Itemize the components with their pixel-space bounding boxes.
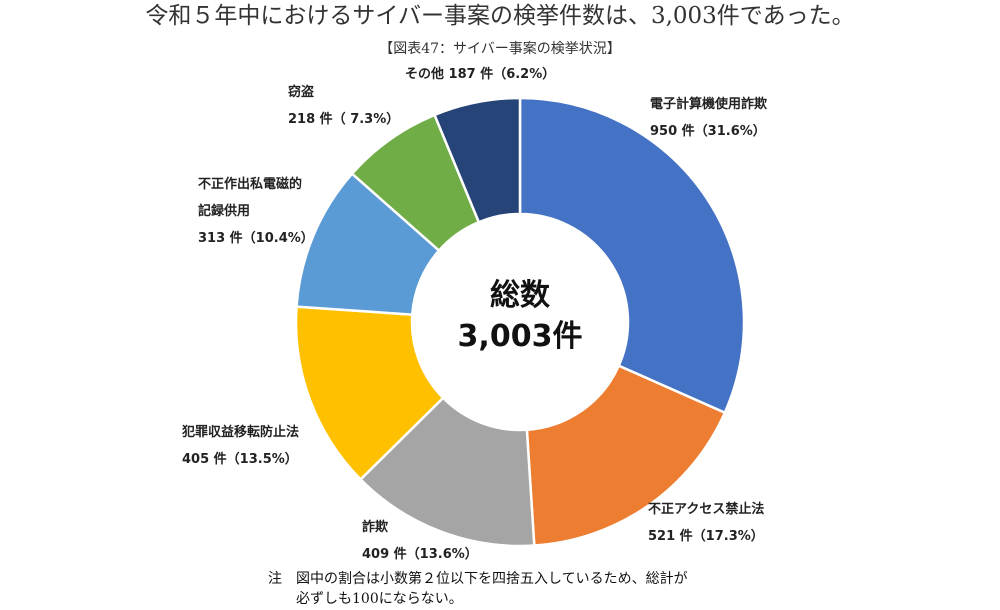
slice-label-3-value: 409 件（13.6%） — [362, 546, 478, 562]
slice-label-2-value: 521 件（17.3%） — [648, 528, 764, 544]
slice-1 — [518, 96, 746, 415]
slice-label-6-value: 218 件（ 7.3%） — [288, 111, 399, 127]
footnote-line1: 注 図中の割合は小数第２位以下を四捨五入しているため、総計が — [268, 571, 688, 587]
center-total-value: 3,003件 — [458, 319, 583, 354]
slice-label-1-name-1: 電子計算機使用詐欺 — [650, 96, 767, 112]
slice-7 — [432, 96, 522, 224]
slice-label-4-name-1: 犯罪収益移転防止法 — [181, 424, 299, 440]
slice-label-4-value: 405 件（13.5%） — [182, 451, 298, 467]
slice-label-2-name-1: 不正アクセス禁止法 — [648, 501, 764, 517]
slice-4 — [294, 305, 445, 482]
headline: 令和５年中におけるサイバー事案の検挙件数は、3,003件であった。 — [145, 3, 855, 29]
slice-label-5-name-1: 不正作出私電磁的 — [198, 176, 302, 192]
slice-label-5-value: 313 件（10.4%） — [198, 230, 314, 246]
slice-label-6-name-1: 窃盗 — [288, 84, 314, 100]
slice-label-7-name-1: その他 187 件（6.2%） — [405, 66, 555, 82]
center-total-title: 総数 — [490, 278, 551, 313]
slice-label-1-value: 950 件（31.6%） — [650, 123, 766, 139]
slice-label-5-name-2: 記録供用 — [198, 203, 250, 219]
slice-label-3-name-1: 詐欺 — [362, 519, 388, 535]
slice-2 — [525, 364, 727, 547]
chart-caption: 【図表47：サイバー事案の検挙状況】 — [379, 41, 621, 57]
slice-3 — [358, 396, 536, 548]
footnote-line2: 必ずしも100にならない。 — [268, 591, 463, 607]
